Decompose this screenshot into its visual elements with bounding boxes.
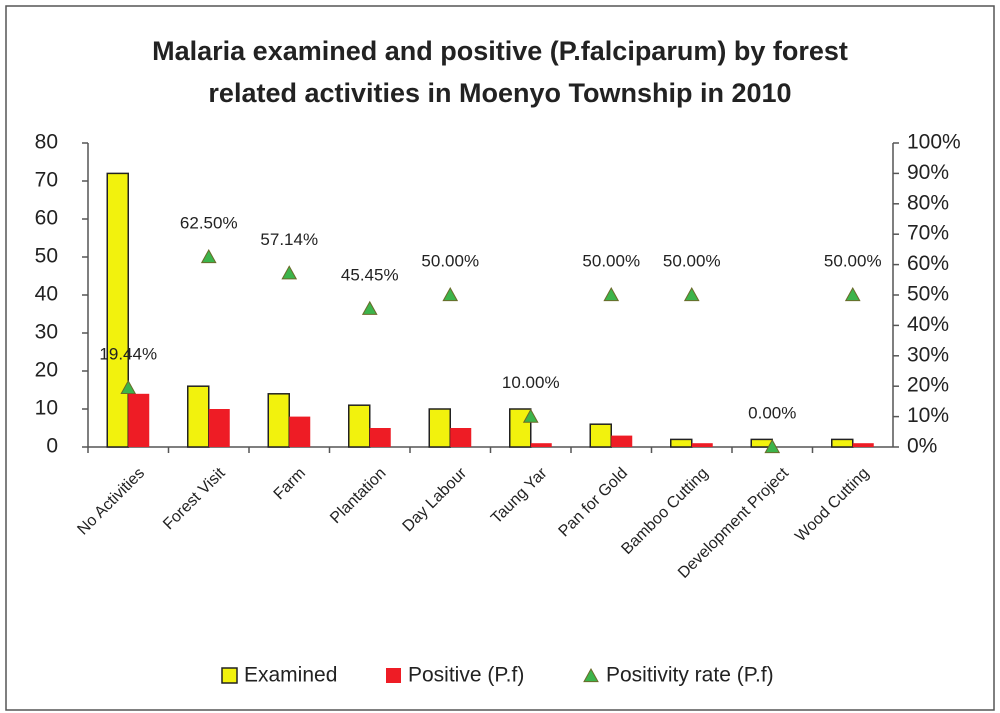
chart-border xyxy=(5,5,995,711)
legend-label: Positive (P.f) xyxy=(408,664,524,687)
y2-tick-label: 70% xyxy=(907,222,949,245)
y-tick-label: 80 xyxy=(35,131,58,154)
y2-tick-label: 90% xyxy=(907,161,949,184)
rate-marker xyxy=(120,379,137,395)
bar xyxy=(289,416,311,447)
bar xyxy=(187,385,210,448)
rate-marker xyxy=(281,265,298,280)
bar xyxy=(611,435,633,447)
data-label: 62.50% xyxy=(180,213,238,232)
bar xyxy=(106,172,129,448)
bar xyxy=(369,428,391,447)
y2-tick-label: 40% xyxy=(907,313,949,336)
legend-swatch xyxy=(583,667,599,683)
data-label: 19.44% xyxy=(99,344,157,363)
y2-tick-label: 50% xyxy=(907,283,949,306)
bar xyxy=(852,443,874,447)
y2-tick-label: 60% xyxy=(907,252,949,275)
y2-tick-label: 80% xyxy=(907,191,949,214)
data-label: 50.00% xyxy=(582,251,640,270)
data-label: 50.00% xyxy=(663,251,721,270)
data-label: 57.14% xyxy=(260,230,318,249)
y2-tick-label: 30% xyxy=(907,343,949,366)
rate-marker xyxy=(361,300,378,315)
data-label: 10.00% xyxy=(502,373,560,392)
legend-label: Examined xyxy=(244,664,337,687)
y-tick-label: 30 xyxy=(35,321,58,344)
chart-title: Malaria examined and positive (P.falcipa… xyxy=(152,36,848,108)
y-tick-label: 60 xyxy=(35,207,58,230)
y2-tick-label: 100% xyxy=(907,131,961,154)
y2-tick-label: 20% xyxy=(907,374,949,397)
rate-marker xyxy=(683,286,700,302)
rate-marker xyxy=(442,286,459,302)
bar xyxy=(589,423,612,448)
data-label: 0.00% xyxy=(748,403,796,422)
data-label: 45.45% xyxy=(341,265,399,284)
y2-tick-label: 0% xyxy=(907,435,937,458)
rate-marker xyxy=(603,286,620,302)
y-tick-label: 20 xyxy=(35,359,58,382)
legend-swatch xyxy=(386,668,401,683)
bar xyxy=(208,409,230,447)
data-label: 50.00% xyxy=(421,251,479,270)
y-tick-label: 50 xyxy=(35,245,58,268)
bar xyxy=(267,393,290,448)
y-tick-label: 0 xyxy=(46,435,58,458)
bar xyxy=(670,438,693,448)
bar xyxy=(831,438,854,448)
rate-marker xyxy=(522,408,539,423)
y-tick-label: 70 xyxy=(35,169,58,192)
y-tick-label: 40 xyxy=(35,283,58,306)
legend-label: Positivity rate (P.f) xyxy=(606,664,774,687)
bar xyxy=(530,443,552,447)
bar xyxy=(348,404,371,448)
legend-swatch xyxy=(221,667,238,684)
bar xyxy=(691,443,713,447)
bar xyxy=(128,393,150,447)
rate-marker xyxy=(844,286,861,302)
rate-marker xyxy=(764,438,781,454)
y2-tick-label: 10% xyxy=(907,404,949,427)
y-tick-label: 10 xyxy=(35,397,58,420)
rate-marker xyxy=(200,248,217,264)
data-label: 50.00% xyxy=(824,251,882,270)
bar xyxy=(428,408,451,448)
bar xyxy=(450,428,472,447)
